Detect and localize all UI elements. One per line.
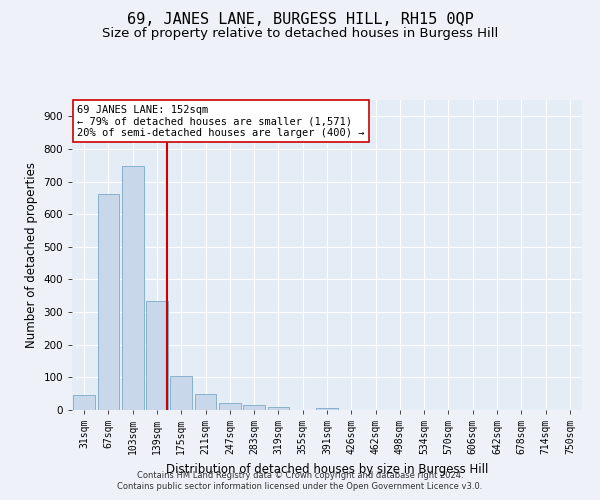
- Text: 69 JANES LANE: 152sqm
← 79% of detached houses are smaller (1,571)
20% of semi-d: 69 JANES LANE: 152sqm ← 79% of detached …: [77, 104, 365, 138]
- Bar: [219, 403, 241, 410]
- Text: Contains public sector information licensed under the Open Government Licence v3: Contains public sector information licen…: [118, 482, 482, 491]
- Text: Contains HM Land Registry data © Crown copyright and database right 2024.: Contains HM Land Registry data © Crown c…: [137, 471, 463, 480]
- Bar: [243, 406, 265, 410]
- Bar: [170, 376, 192, 410]
- Text: 69, JANES LANE, BURGESS HILL, RH15 0QP: 69, JANES LANE, BURGESS HILL, RH15 0QP: [127, 12, 473, 28]
- Bar: [73, 394, 95, 410]
- X-axis label: Distribution of detached houses by size in Burgess Hill: Distribution of detached houses by size …: [166, 462, 488, 475]
- Bar: [194, 394, 217, 410]
- Bar: [268, 406, 289, 410]
- Bar: [316, 408, 338, 410]
- Y-axis label: Number of detached properties: Number of detached properties: [25, 162, 38, 348]
- Bar: [97, 194, 119, 410]
- Bar: [122, 166, 143, 410]
- Text: Size of property relative to detached houses in Burgess Hill: Size of property relative to detached ho…: [102, 28, 498, 40]
- Bar: [146, 300, 168, 410]
